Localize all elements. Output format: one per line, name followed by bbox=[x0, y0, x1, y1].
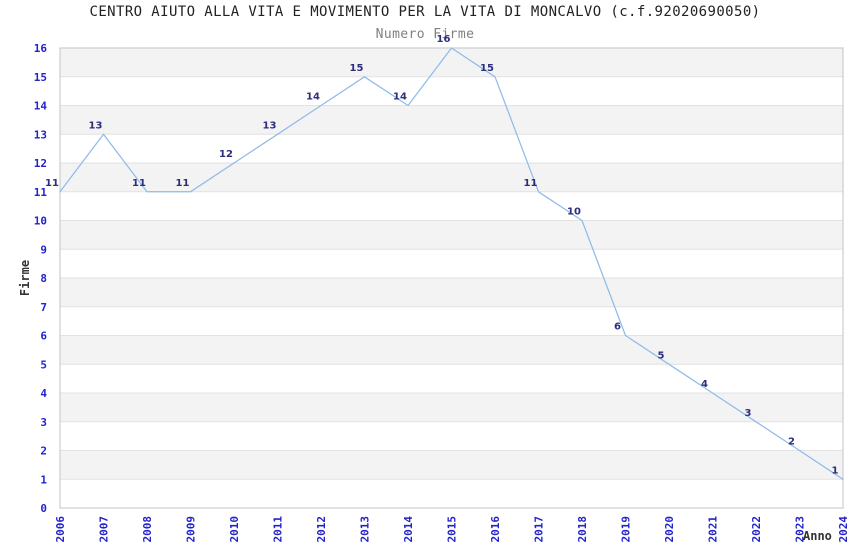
x-tick-label: 2006 bbox=[54, 516, 67, 543]
data-point-label: 1 bbox=[832, 465, 839, 476]
data-point-label: 16 bbox=[437, 34, 451, 45]
data-point-label: 11 bbox=[132, 178, 146, 189]
x-tick-label: 2010 bbox=[228, 516, 241, 543]
y-tick-label: 3 bbox=[40, 416, 47, 429]
x-tick-label: 2018 bbox=[576, 516, 589, 543]
x-tick-label: 2009 bbox=[185, 516, 198, 543]
data-point-label: 14 bbox=[306, 92, 320, 103]
data-point-label: 15 bbox=[480, 63, 494, 74]
x-tick-label: 2024 bbox=[837, 516, 850, 543]
grid-band bbox=[60, 163, 843, 192]
data-point-label: 15 bbox=[350, 63, 364, 74]
grid-band bbox=[60, 48, 843, 77]
x-tick-label: 2020 bbox=[663, 516, 676, 543]
data-point-label: 3 bbox=[745, 408, 752, 419]
y-tick-label: 8 bbox=[40, 272, 47, 285]
y-tick-label: 9 bbox=[40, 243, 47, 256]
x-tick-label: 2015 bbox=[446, 516, 459, 543]
y-tick-label: 7 bbox=[40, 301, 47, 314]
grid-band bbox=[60, 105, 843, 135]
y-tick-label: 16 bbox=[34, 42, 48, 55]
chart-title: CENTRO AIUTO ALLA VITA E MOVIMENTO PER L… bbox=[89, 4, 761, 20]
data-point-label: 13 bbox=[89, 120, 103, 131]
grid-band bbox=[60, 450, 843, 480]
y-tick-label: 13 bbox=[34, 128, 47, 141]
grid-band bbox=[60, 335, 843, 365]
data-point-label: 12 bbox=[219, 149, 233, 160]
y-tick-label: 2 bbox=[40, 445, 47, 458]
grid-band bbox=[60, 220, 843, 250]
y-tick-label: 11 bbox=[34, 186, 48, 199]
x-tick-label: 2017 bbox=[533, 516, 546, 543]
x-tick-label: 2007 bbox=[98, 516, 111, 543]
x-tick-label: 2023 bbox=[794, 516, 807, 543]
y-tick-label: 4 bbox=[40, 387, 47, 400]
y-tick-label: 10 bbox=[34, 215, 47, 228]
y-axis-title: Firme bbox=[18, 259, 32, 297]
y-tick-label: 12 bbox=[34, 157, 47, 170]
data-point-label: 11 bbox=[524, 178, 538, 189]
x-axis-title: Anno bbox=[803, 529, 832, 543]
y-tick-label: 0 bbox=[40, 502, 47, 515]
data-point-label: 11 bbox=[45, 178, 59, 189]
x-tick-label: 2013 bbox=[359, 516, 372, 543]
data-point-label: 13 bbox=[263, 120, 277, 131]
data-point-label: 11 bbox=[176, 178, 190, 189]
y-tick-label: 14 bbox=[34, 100, 48, 113]
y-tick-label: 15 bbox=[34, 71, 47, 84]
data-point-label: 4 bbox=[701, 379, 708, 390]
x-tick-label: 2014 bbox=[402, 516, 415, 543]
data-point-label: 5 bbox=[658, 350, 665, 361]
grid-band bbox=[60, 278, 843, 307]
data-point-label: 14 bbox=[393, 92, 407, 103]
y-tick-label: 6 bbox=[40, 330, 47, 343]
x-tick-label: 2019 bbox=[620, 516, 633, 543]
chart-subtitle: Numero Firme bbox=[375, 27, 475, 42]
x-tick-label: 2008 bbox=[141, 516, 154, 543]
series-line bbox=[59, 47, 844, 480]
x-tick-label: 2021 bbox=[707, 516, 720, 543]
data-point-label: 6 bbox=[614, 322, 621, 333]
y-tick-label: 1 bbox=[40, 473, 47, 486]
y-tick-label: 5 bbox=[40, 358, 47, 371]
grid-band bbox=[60, 393, 843, 422]
data-point-label: 10 bbox=[567, 207, 581, 218]
x-tick-label: 2011 bbox=[272, 516, 285, 543]
x-tick-label: 2016 bbox=[489, 516, 502, 543]
x-tick-label: 2012 bbox=[315, 516, 328, 543]
data-point-label: 2 bbox=[788, 437, 795, 448]
x-tick-label: 2022 bbox=[750, 516, 763, 543]
